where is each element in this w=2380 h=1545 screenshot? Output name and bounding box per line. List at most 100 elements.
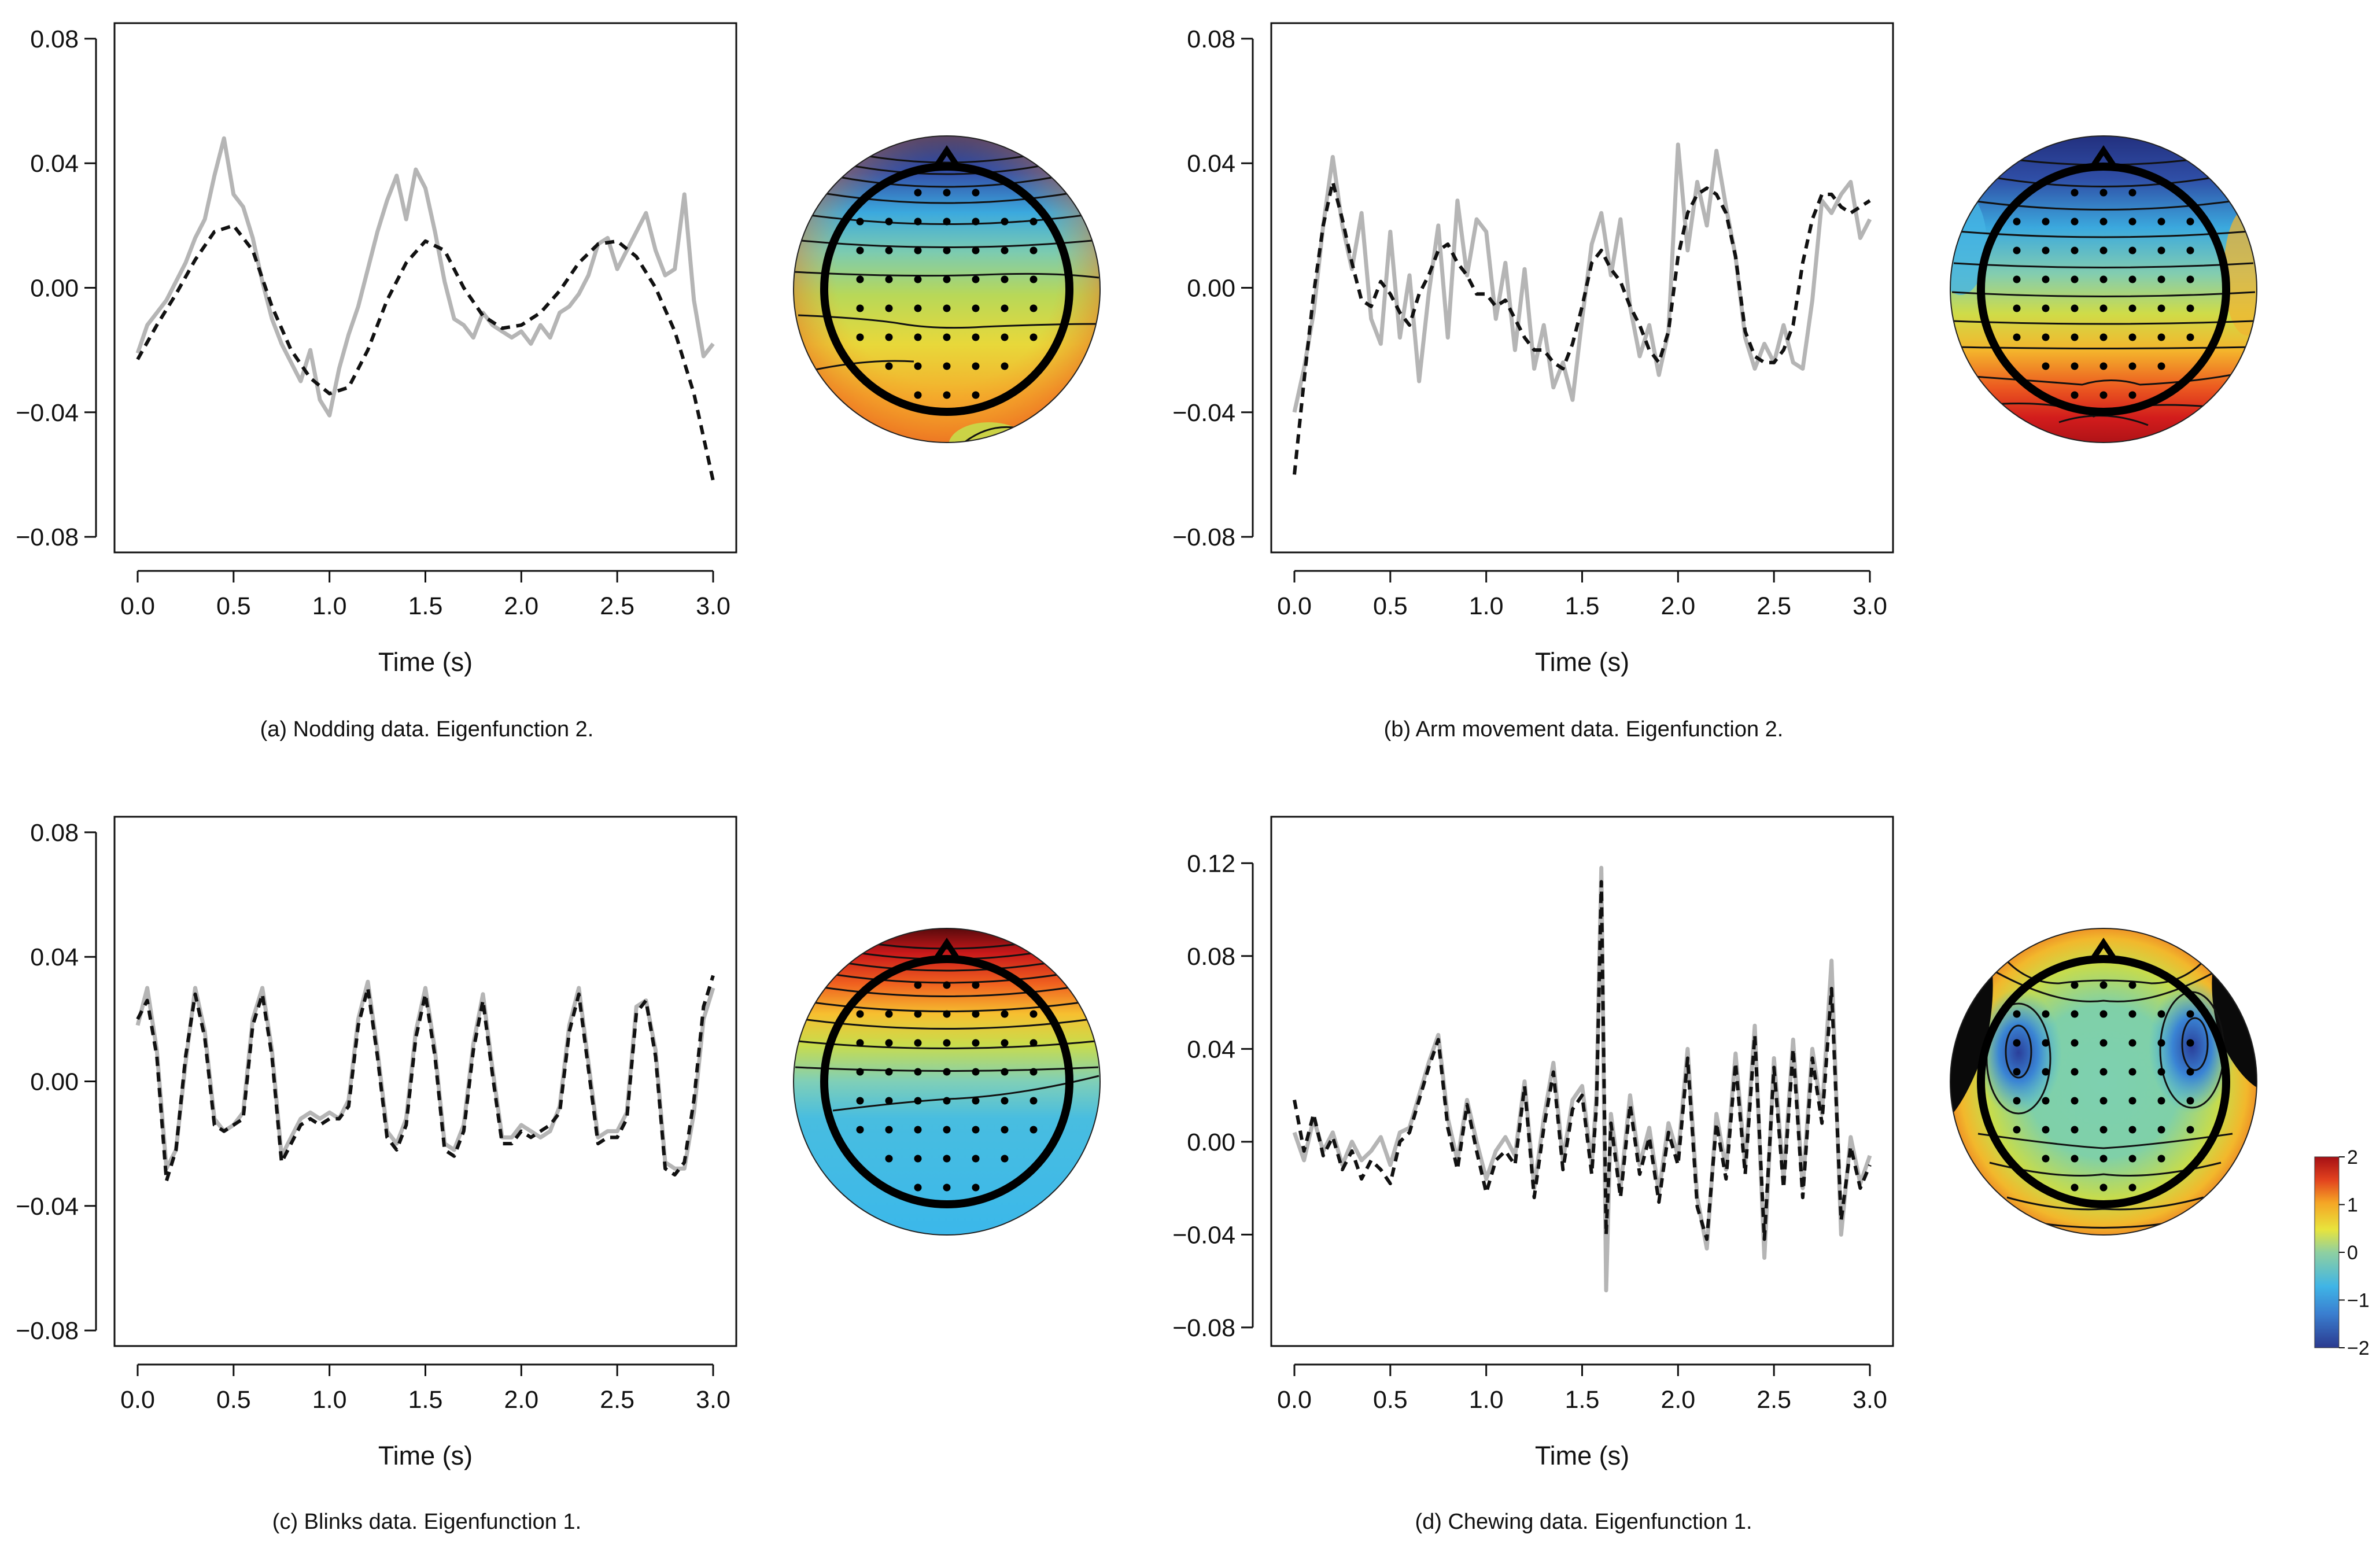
electrode — [2086, 164, 2094, 171]
electrode — [914, 217, 922, 226]
electrode — [1001, 217, 1009, 226]
x-tick-label: 2.0 — [504, 1386, 538, 1414]
head-circle — [1977, 163, 2230, 416]
electrode — [2099, 1155, 2108, 1163]
electrode — [856, 1010, 864, 1018]
electrode — [1001, 246, 1009, 255]
x-tick-label: 3.0 — [696, 1386, 730, 1414]
x-tick-label: 2.0 — [1661, 592, 1695, 620]
electrode — [943, 333, 951, 341]
head-circle — [820, 955, 1073, 1208]
electrode — [885, 362, 893, 370]
y-tick-label: 0.04 — [1187, 1035, 1235, 1063]
electrode — [2099, 246, 2108, 255]
electrode — [943, 1068, 951, 1076]
electrode — [2113, 164, 2121, 171]
electrode — [2165, 974, 2172, 982]
y-tick-label: −0.04 — [16, 1193, 79, 1220]
electrode — [2013, 333, 2021, 341]
electrode — [2216, 326, 2223, 334]
electrode — [2071, 275, 2079, 283]
electrode — [2086, 956, 2094, 964]
electrode — [885, 1155, 893, 1163]
electrode — [943, 189, 951, 197]
electrode — [2059, 169, 2067, 177]
electrode — [2042, 333, 2050, 341]
electrode — [1030, 246, 1038, 255]
electrode — [1008, 974, 1016, 982]
electrode — [2099, 1097, 2108, 1105]
x-tick-label: 1.5 — [408, 592, 443, 620]
electrode — [1001, 362, 1009, 370]
electrode — [1047, 1013, 1054, 1020]
electrode — [2141, 962, 2148, 969]
electrode — [821, 299, 829, 307]
electrode — [2099, 1068, 2108, 1076]
head-outlines — [820, 145, 2230, 1208]
electrode — [839, 1143, 847, 1151]
line-plot-b: 0.0 0.5 1.0 1.5 2.0 2.5 3.0 0.08 0.04 0.00 −0.04 −0… — [1172, 22, 1894, 677]
electrode — [2099, 304, 2108, 312]
electrode — [2186, 199, 2194, 207]
x-tick-label: 3.0 — [1853, 1386, 1887, 1414]
electrode — [2071, 1010, 2079, 1018]
x-axis-title: Time (s) — [1535, 647, 1629, 677]
electrode — [878, 1182, 885, 1189]
electrode — [972, 1155, 980, 1163]
electrode — [2165, 1182, 2172, 1189]
x-tick-label: 2.5 — [1757, 1386, 1791, 1414]
electrode — [2099, 275, 2108, 283]
electrode — [2059, 1194, 2067, 1201]
x-tick-label: 2.5 — [600, 592, 634, 620]
electrode — [2013, 1010, 2021, 1018]
electrode — [2013, 1126, 2021, 1134]
electrode — [2099, 1126, 2108, 1134]
nose — [2089, 937, 2118, 962]
electrode — [2141, 169, 2148, 177]
y-tick-label: 0.08 — [1187, 943, 1235, 971]
electrode — [2113, 407, 2121, 415]
electrode — [972, 189, 980, 197]
raw-series-line — [135, 979, 715, 1171]
electrode — [839, 220, 847, 228]
electrode — [2186, 1097, 2194, 1105]
x-tick-label: 0.5 — [216, 592, 251, 620]
electrode — [2042, 275, 2050, 283]
electrode — [2186, 275, 2194, 283]
electrode — [2157, 1010, 2165, 1018]
plot-frame — [1270, 22, 1894, 554]
electrode — [878, 389, 885, 397]
electrode — [914, 304, 922, 312]
electrode — [914, 362, 922, 370]
electrode — [2128, 362, 2137, 370]
line-plot-a: 0.0 0.5 1.0 1.5 2.0 2.5 3.0 0.08 0.04 0.00 −0.04 −0… — [16, 22, 737, 677]
electrode — [1059, 326, 1067, 334]
head-outline — [820, 145, 1073, 416]
y-tick-label: 0.08 — [30, 25, 79, 53]
electrode — [1030, 275, 1038, 283]
electrode — [885, 246, 893, 255]
electrode — [943, 981, 951, 989]
head-outline — [1977, 145, 2230, 416]
electrode — [2186, 1068, 2194, 1076]
electrode — [2204, 1143, 2211, 1151]
electrode — [914, 189, 922, 197]
panel-d: 0.0 0.5 1.0 1.5 2.0 2.5 3.0 0.12 0.08 0.04 0.00 −0.… — [1172, 816, 2257, 1534]
electrode — [914, 246, 922, 255]
raw-series-line — [135, 136, 715, 418]
y-tick-label: 0.04 — [30, 943, 79, 971]
x-tick-label: 0.5 — [216, 1386, 251, 1414]
electrode — [1030, 991, 1037, 999]
electrode — [1030, 333, 1038, 341]
electrode — [885, 1039, 893, 1047]
caption-d: (d) Chewing data. Eigenfunction 1. — [1415, 1510, 1752, 1534]
electrode — [2013, 217, 2021, 226]
x-tick-label: 1.0 — [312, 592, 347, 620]
electrode — [856, 1126, 864, 1134]
electrode — [885, 1126, 893, 1134]
electrode — [2013, 1164, 2021, 1172]
electrode — [2157, 304, 2165, 312]
electrode — [972, 304, 980, 312]
y-tick-label: 0.04 — [30, 150, 79, 178]
electrode — [1001, 1068, 1009, 1076]
